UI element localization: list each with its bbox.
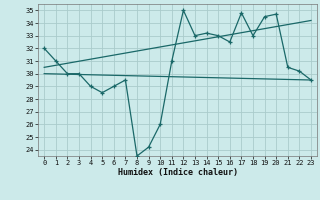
X-axis label: Humidex (Indice chaleur): Humidex (Indice chaleur) xyxy=(118,168,238,177)
